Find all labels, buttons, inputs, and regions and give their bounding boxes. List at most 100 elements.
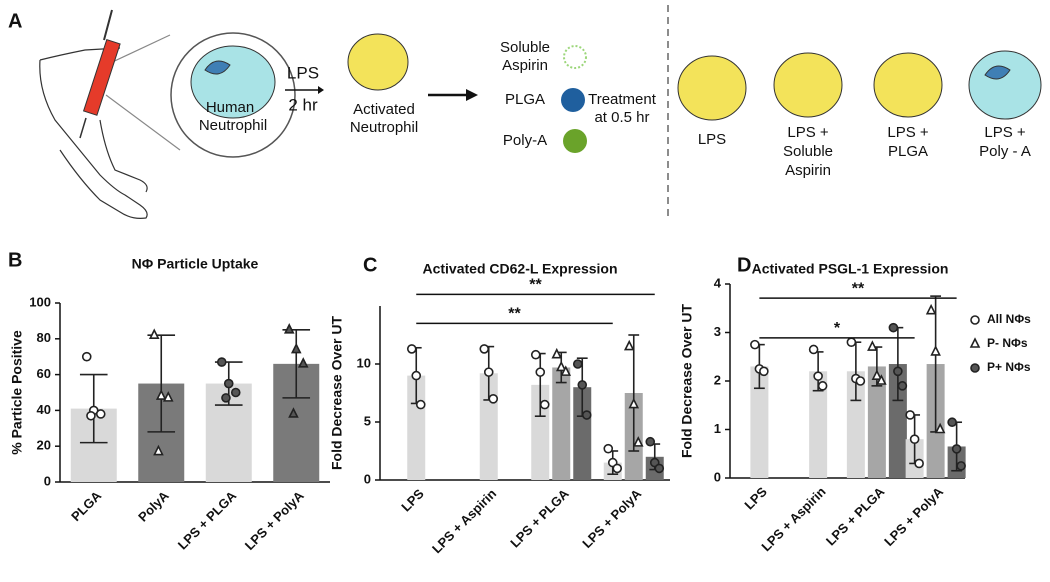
data-point: [969, 337, 981, 348]
significance-label: *: [834, 320, 841, 337]
data-point: [654, 463, 665, 474]
x-tick-label: PolyA: [135, 488, 172, 525]
label: PLGA: [505, 91, 545, 108]
x-tick-label: LPS + PLGA: [507, 486, 572, 551]
data-point: [479, 344, 490, 354]
bar: [867, 366, 886, 478]
data-point: [930, 345, 941, 356]
panel-letter: A: [8, 10, 22, 32]
data-point: [867, 340, 878, 351]
x-tick-label: LPS: [741, 484, 770, 513]
significance-label: **: [508, 306, 521, 323]
label: at 0.5 hr: [594, 109, 649, 126]
data-point: [288, 407, 299, 418]
data-point: [632, 436, 644, 447]
panel-letter: C: [363, 254, 377, 276]
data-point: [535, 367, 546, 377]
chart-title: Activated CD62-L Expression: [422, 261, 617, 277]
chart-title: NΦ Particle Uptake: [132, 256, 259, 272]
data-point: [970, 363, 980, 373]
data-point: [846, 337, 857, 348]
bar: [750, 366, 769, 478]
data-point: [925, 303, 937, 315]
label: Human: [206, 99, 254, 116]
data-point: [909, 434, 920, 445]
syringe: [79, 9, 121, 139]
data-point: [95, 409, 106, 419]
data-point: [551, 347, 563, 359]
data-point: [148, 328, 160, 340]
y-tick-label: 20: [37, 438, 51, 453]
label: PLGA: [888, 143, 928, 160]
y-tick-label: 4: [714, 275, 722, 290]
x-tick-label: LPS + Aspirin: [429, 486, 499, 556]
data-point: [223, 378, 234, 389]
data-point: [86, 410, 96, 421]
panel-letter: B: [8, 249, 22, 271]
y-tick-label: 2: [714, 372, 721, 387]
data-point: [970, 315, 980, 325]
label: Treatment: [588, 91, 657, 108]
arrow-head: [318, 86, 324, 94]
data-point: [530, 349, 541, 360]
data-point: [411, 370, 422, 381]
label: LPS: [698, 131, 726, 148]
data-point: [876, 374, 887, 385]
significance-label: **: [529, 277, 542, 294]
legend-label: All NΦs: [987, 312, 1031, 326]
data-point: [555, 360, 567, 372]
data-point: [230, 387, 241, 398]
legend-label: P- NΦs: [987, 336, 1028, 350]
y-tick-label: 100: [29, 294, 51, 309]
data-point: [221, 393, 231, 403]
y-tick-label: 3: [714, 324, 721, 339]
label: LPS +: [984, 124, 1026, 141]
activated-cell: [347, 33, 409, 91]
data-point: [216, 357, 227, 367]
data-point: [817, 381, 828, 391]
label: 2 hr: [288, 95, 318, 114]
data-point: [628, 397, 640, 409]
data-point: [572, 359, 583, 369]
data-point: [914, 458, 924, 469]
label: Neutrophil: [199, 117, 267, 134]
data-point: [871, 369, 883, 380]
label: LPS +: [787, 124, 829, 141]
y-tick-label: 0: [714, 469, 721, 484]
data-point: [897, 381, 908, 391]
y-tick-label: 10: [357, 355, 371, 370]
data-point: [81, 351, 92, 362]
data-point: [893, 366, 903, 377]
data-point: [623, 339, 635, 351]
label: Poly-A: [503, 132, 547, 149]
arm-drawing: [39, 34, 181, 219]
label: Activated: [353, 101, 415, 118]
plga-icon: [561, 88, 585, 112]
y-tick-label: 80: [37, 330, 51, 345]
data-point: [406, 344, 417, 354]
label: Soluble: [783, 143, 833, 160]
data-point: [415, 399, 426, 410]
x-tick-label: LPS + PolyA: [579, 486, 644, 551]
label: Soluble: [500, 39, 550, 56]
data-point: [645, 436, 656, 447]
data-point: [290, 342, 302, 354]
data-point: [162, 391, 174, 402]
data-point: [155, 389, 167, 400]
label: Aspirin: [785, 162, 831, 179]
data-point: [297, 357, 309, 368]
label: Aspirin: [502, 57, 548, 74]
x-tick-label: LPS + PLGA: [175, 488, 240, 553]
label: Poly - A: [979, 143, 1031, 160]
y-axis-label: Fold Decrease Over UT: [679, 304, 695, 459]
data-point: [750, 339, 760, 350]
bar: [846, 371, 865, 478]
bar: [888, 364, 907, 478]
y-tick-label: 0: [364, 471, 371, 486]
outcome-cells: [677, 50, 1042, 121]
y-tick-label: 60: [37, 366, 51, 381]
bar: [809, 371, 828, 478]
y-axis-label: Fold Decrease Over UT: [329, 316, 345, 471]
chart-title: Activated PSGL-1 Expression: [752, 261, 949, 277]
data-point: [581, 410, 592, 420]
